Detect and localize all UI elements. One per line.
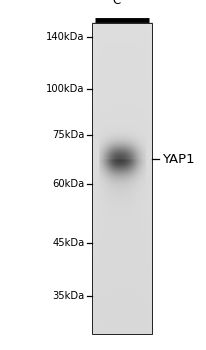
Text: 75kDa: 75kDa bbox=[52, 130, 84, 140]
Bar bbox=[92, 23, 151, 334]
Text: 6: 6 bbox=[124, 0, 129, 2]
Text: YAP1: YAP1 bbox=[162, 153, 194, 166]
Text: 100kDa: 100kDa bbox=[46, 84, 84, 94]
Text: 35kDa: 35kDa bbox=[52, 291, 84, 301]
Text: 60kDa: 60kDa bbox=[52, 179, 84, 189]
Text: C: C bbox=[112, 0, 121, 7]
Text: 140kDa: 140kDa bbox=[46, 32, 84, 42]
Text: 45kDa: 45kDa bbox=[52, 238, 84, 248]
